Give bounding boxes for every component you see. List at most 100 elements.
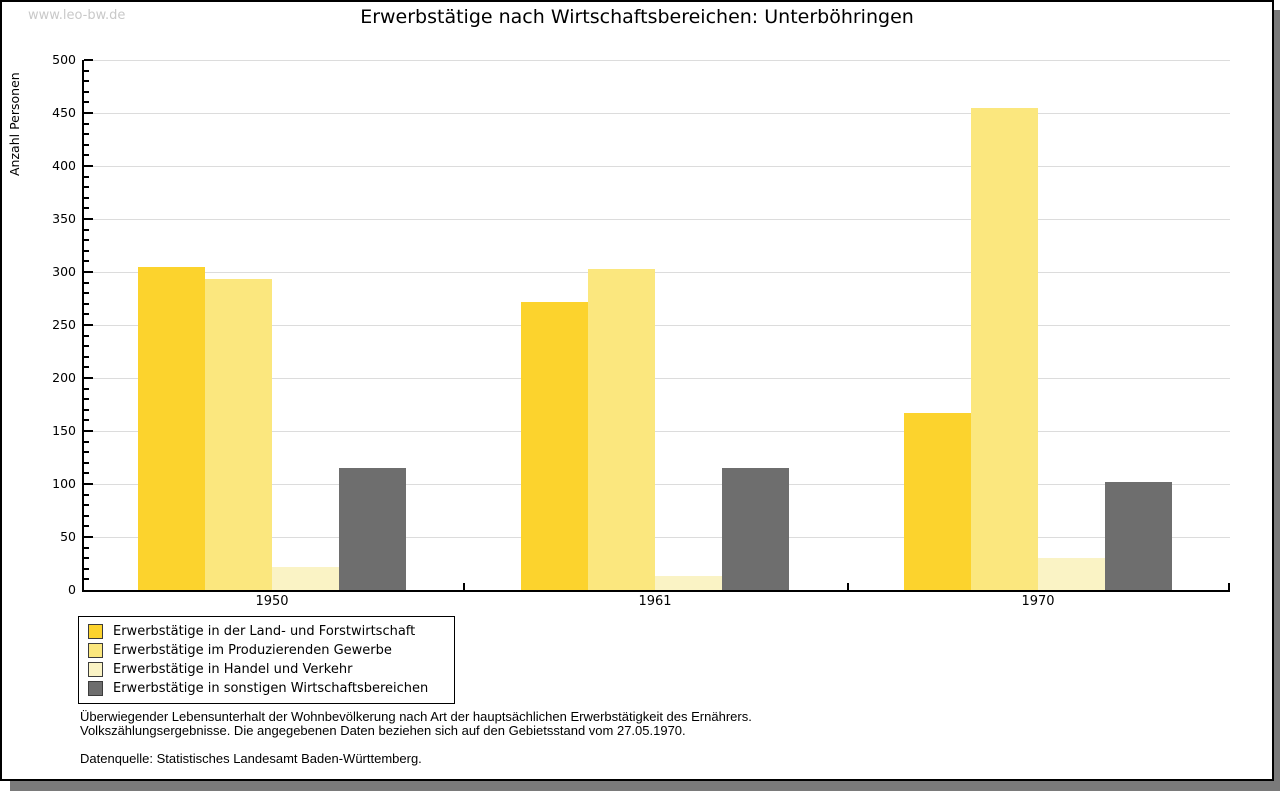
legend-item-3: Erwerbstätige in Handel und Verkehr xyxy=(88,660,454,679)
y-minor-tick xyxy=(84,207,89,210)
y-major-tick xyxy=(84,218,93,220)
legend-item-1: Erwerbstätige in der Land- und Forstwirt… xyxy=(88,622,454,641)
legend-swatch-1 xyxy=(88,624,103,639)
y-minor-tick xyxy=(84,154,89,157)
gridline-50 xyxy=(84,536,1230,538)
y-tick-label-100: 100 xyxy=(52,476,76,491)
y-minor-tick xyxy=(84,334,89,337)
y-minor-tick xyxy=(84,101,89,104)
y-minor-tick xyxy=(84,525,89,528)
legend: Erwerbstätige in der Land- und Forstwirt… xyxy=(78,616,455,704)
y-minor-tick xyxy=(84,451,89,454)
gridline-200 xyxy=(84,377,1230,379)
y-tick-label-500: 500 xyxy=(52,52,76,67)
y-tick-label-250: 250 xyxy=(52,317,76,332)
gridline-400 xyxy=(84,165,1230,167)
y-major-tick xyxy=(84,377,93,379)
y-minor-tick xyxy=(84,546,89,549)
y-minor-tick xyxy=(84,387,89,390)
y-minor-tick xyxy=(84,567,89,570)
y-minor-tick xyxy=(84,557,89,560)
bar-1961-series-1 xyxy=(521,301,588,590)
x-axis-tick-2 xyxy=(847,583,849,590)
y-minor-tick xyxy=(84,578,89,581)
y-minor-tick xyxy=(84,504,89,507)
gridline-100 xyxy=(84,483,1230,485)
y-minor-tick xyxy=(84,249,89,252)
legend-label-2: Erwerbstätige im Produzierenden Gewerbe xyxy=(113,643,392,658)
y-minor-tick xyxy=(84,186,89,189)
y-minor-tick xyxy=(84,90,89,93)
legend-label-1: Erwerbstätige in der Land- und Forstwirt… xyxy=(113,624,416,639)
y-minor-tick xyxy=(84,313,89,316)
gridline-350 xyxy=(84,218,1230,220)
source-note: Datenquelle: Statistisches Landesamt Bad… xyxy=(80,751,422,766)
y-major-tick xyxy=(84,483,93,485)
legend-item-4: Erwerbstätige in sonstigen Wirtschaftsbe… xyxy=(88,679,454,698)
y-minor-tick xyxy=(84,133,89,136)
legend-label-3: Erwerbstätige in Handel und Verkehr xyxy=(113,662,353,677)
y-minor-tick xyxy=(84,239,89,242)
gridline-300 xyxy=(84,271,1230,273)
y-minor-tick xyxy=(84,493,89,496)
y-minor-tick xyxy=(84,345,89,348)
y-tick-label-450: 450 xyxy=(52,105,76,120)
legend-swatch-2 xyxy=(88,643,103,658)
bar-1970-series-2 xyxy=(971,107,1038,590)
bar-1950-series-1 xyxy=(138,266,205,590)
gridline-250 xyxy=(84,324,1230,326)
y-minor-tick xyxy=(84,122,89,125)
y-minor-tick xyxy=(84,260,89,263)
x-category-label-1970: 1970 xyxy=(1021,594,1055,609)
y-minor-tick xyxy=(84,228,89,231)
legend-swatch-3 xyxy=(88,662,103,677)
y-minor-tick xyxy=(84,302,89,305)
y-tick-labels: 0 50 100 150 200 250 300 350 400 450 500 xyxy=(2,52,76,597)
bar-1961-series-4 xyxy=(722,468,789,590)
legend-item-2: Erwerbstätige im Produzierenden Gewerbe xyxy=(88,641,454,660)
y-minor-tick xyxy=(84,143,89,146)
bar-1970-series-1 xyxy=(904,412,971,590)
x-axis-tick-1 xyxy=(463,583,465,590)
footer-notes: Überwiegender Lebensunterhalt der Wohnbe… xyxy=(80,710,752,766)
y-minor-tick xyxy=(84,175,89,178)
y-major-tick xyxy=(84,324,93,326)
y-tick-label-150: 150 xyxy=(52,423,76,438)
bar-1961-series-2 xyxy=(588,268,655,590)
y-minor-tick xyxy=(84,281,89,284)
y-major-tick xyxy=(84,536,93,538)
note-line-2: Volkszählungsergebnisse. Die angegebenen… xyxy=(80,723,686,738)
gridline-450 xyxy=(84,112,1230,114)
bar-1950-series-4 xyxy=(339,468,406,590)
chart-title: Erwerbstätige nach Wirtschaftsbereichen:… xyxy=(360,6,914,28)
y-minor-tick xyxy=(84,514,89,517)
y-major-tick xyxy=(84,112,93,114)
x-axis-tick-3 xyxy=(1228,583,1230,590)
y-tick-label-300: 300 xyxy=(52,264,76,279)
bar-1970-series-3 xyxy=(1038,558,1105,590)
y-minor-tick xyxy=(84,196,89,199)
y-minor-tick xyxy=(84,398,89,401)
y-minor-tick xyxy=(84,355,89,358)
plot-area xyxy=(82,59,1230,592)
y-minor-tick xyxy=(84,366,89,369)
gridline-150 xyxy=(84,430,1230,432)
y-tick-label-200: 200 xyxy=(52,370,76,385)
y-minor-tick xyxy=(84,472,89,475)
bar-1970-series-4 xyxy=(1105,481,1172,590)
bar-1950-series-3 xyxy=(272,566,339,590)
gridline-500 xyxy=(84,59,1230,61)
x-category-label-1950: 1950 xyxy=(255,594,289,609)
y-major-tick xyxy=(84,430,93,432)
y-major-tick xyxy=(84,271,93,273)
y-tick-label-400: 400 xyxy=(52,158,76,173)
y-tick-label-50: 50 xyxy=(60,529,76,544)
y-major-tick xyxy=(84,59,93,61)
bar-1950-series-2 xyxy=(205,279,272,590)
legend-swatch-4 xyxy=(88,681,103,696)
y-minor-tick xyxy=(84,69,89,72)
legend-label-4: Erwerbstätige in sonstigen Wirtschaftsbe… xyxy=(113,681,429,696)
bar-1961-series-3 xyxy=(655,576,722,590)
y-tick-label-350: 350 xyxy=(52,211,76,226)
